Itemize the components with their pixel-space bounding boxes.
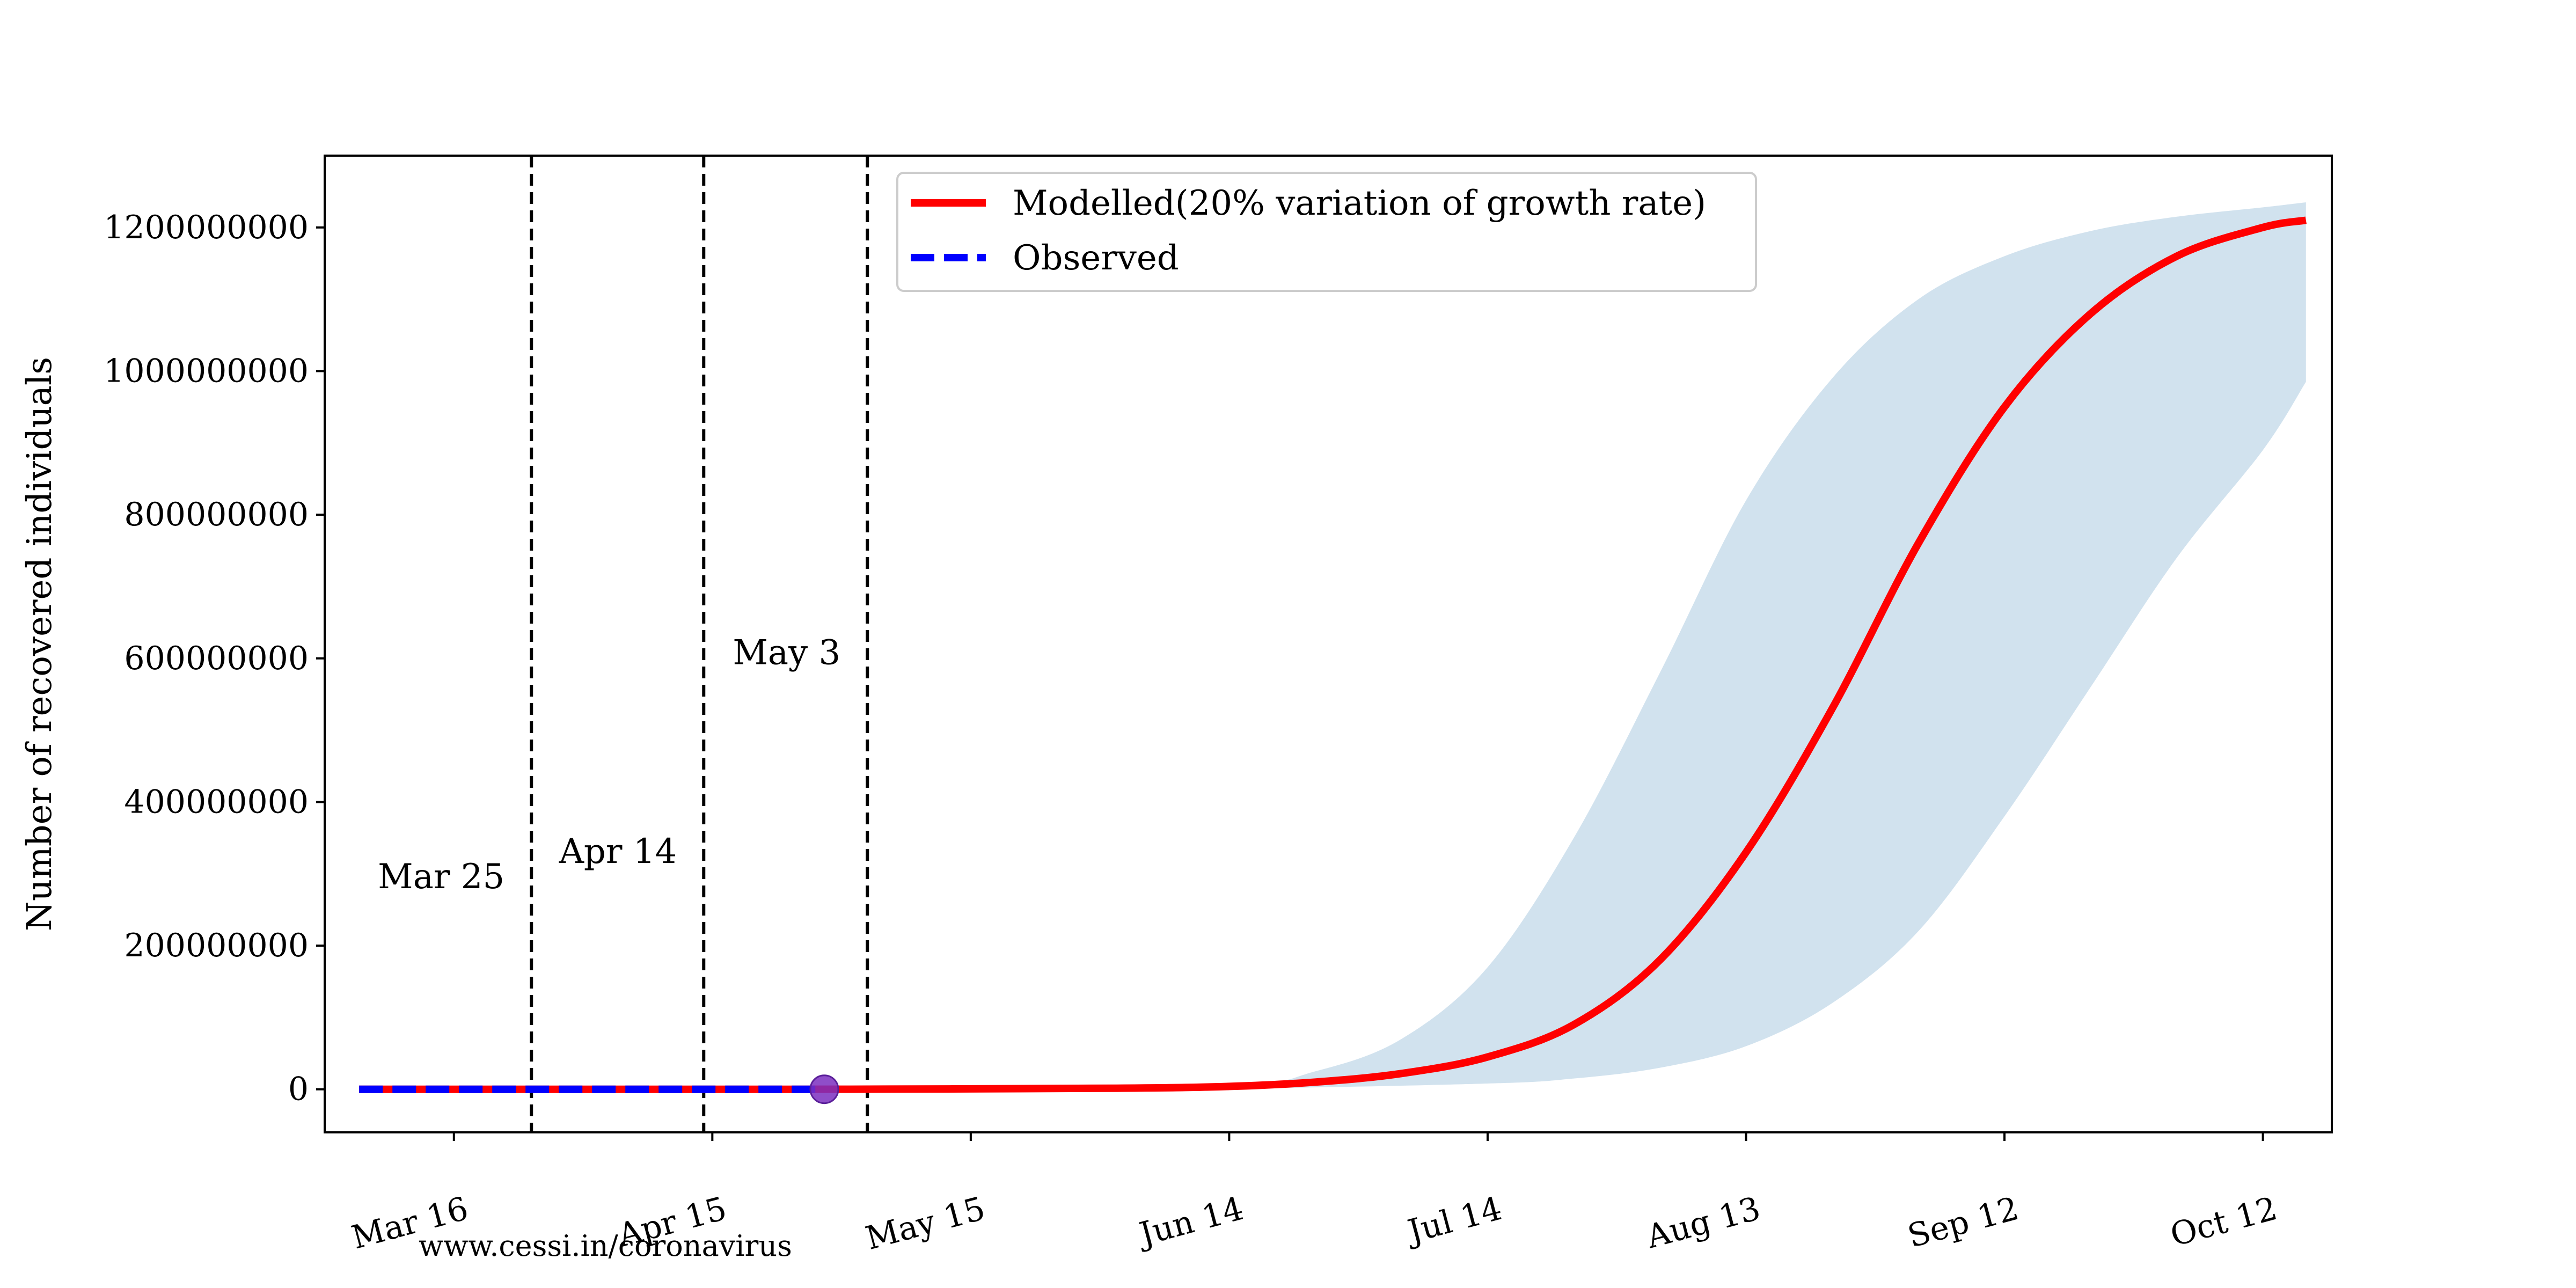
legend-label-modelled: Modelled(20% variation of growth rate) bbox=[1013, 184, 1706, 223]
x-tick-label-4: Jul 14 bbox=[1401, 1190, 1506, 1252]
y-tick-label-5: 1000000000 bbox=[104, 352, 309, 390]
legend: Modelled(20% variation of growth rate) Ob… bbox=[896, 172, 1757, 292]
y-tick-label-2: 400000000 bbox=[124, 783, 309, 821]
legend-label-observed: Observed bbox=[1013, 238, 1179, 278]
confidence-band bbox=[927, 202, 2306, 1089]
x-tick-label-2: May 15 bbox=[862, 1190, 989, 1257]
y-tick-label-0: 0 bbox=[288, 1071, 309, 1108]
y-tick-label-1: 200000000 bbox=[124, 927, 309, 964]
source-credit: www.cessi.in/coronavirus bbox=[419, 1229, 792, 1263]
event-label-1: Apr 14 bbox=[559, 832, 677, 872]
legend-box bbox=[896, 172, 1757, 292]
series-line-modelled bbox=[359, 216, 2307, 1093]
y-tick-label-6: 1200000000 bbox=[104, 209, 309, 246]
plot-frame bbox=[324, 155, 2333, 1133]
event-label-0: Mar 25 bbox=[378, 857, 504, 897]
y-tick-label-3: 600000000 bbox=[124, 640, 309, 677]
last-observed-marker bbox=[809, 1074, 839, 1104]
x-tick-label-5: Aug 13 bbox=[1642, 1190, 1765, 1256]
plot-area: Mar 25 Apr 14 May 3 bbox=[359, 156, 2307, 1132]
x-tick-label-7: Oct 12 bbox=[2167, 1190, 2281, 1254]
y-axis-label: Number of recovered individuals bbox=[20, 357, 60, 931]
event-label-2: May 3 bbox=[733, 633, 840, 672]
y-tick-label-4: 800000000 bbox=[124, 496, 309, 533]
x-tick-label-6: Sep 12 bbox=[1904, 1190, 2023, 1255]
x-tick-label-3: Jun 14 bbox=[1132, 1190, 1247, 1254]
